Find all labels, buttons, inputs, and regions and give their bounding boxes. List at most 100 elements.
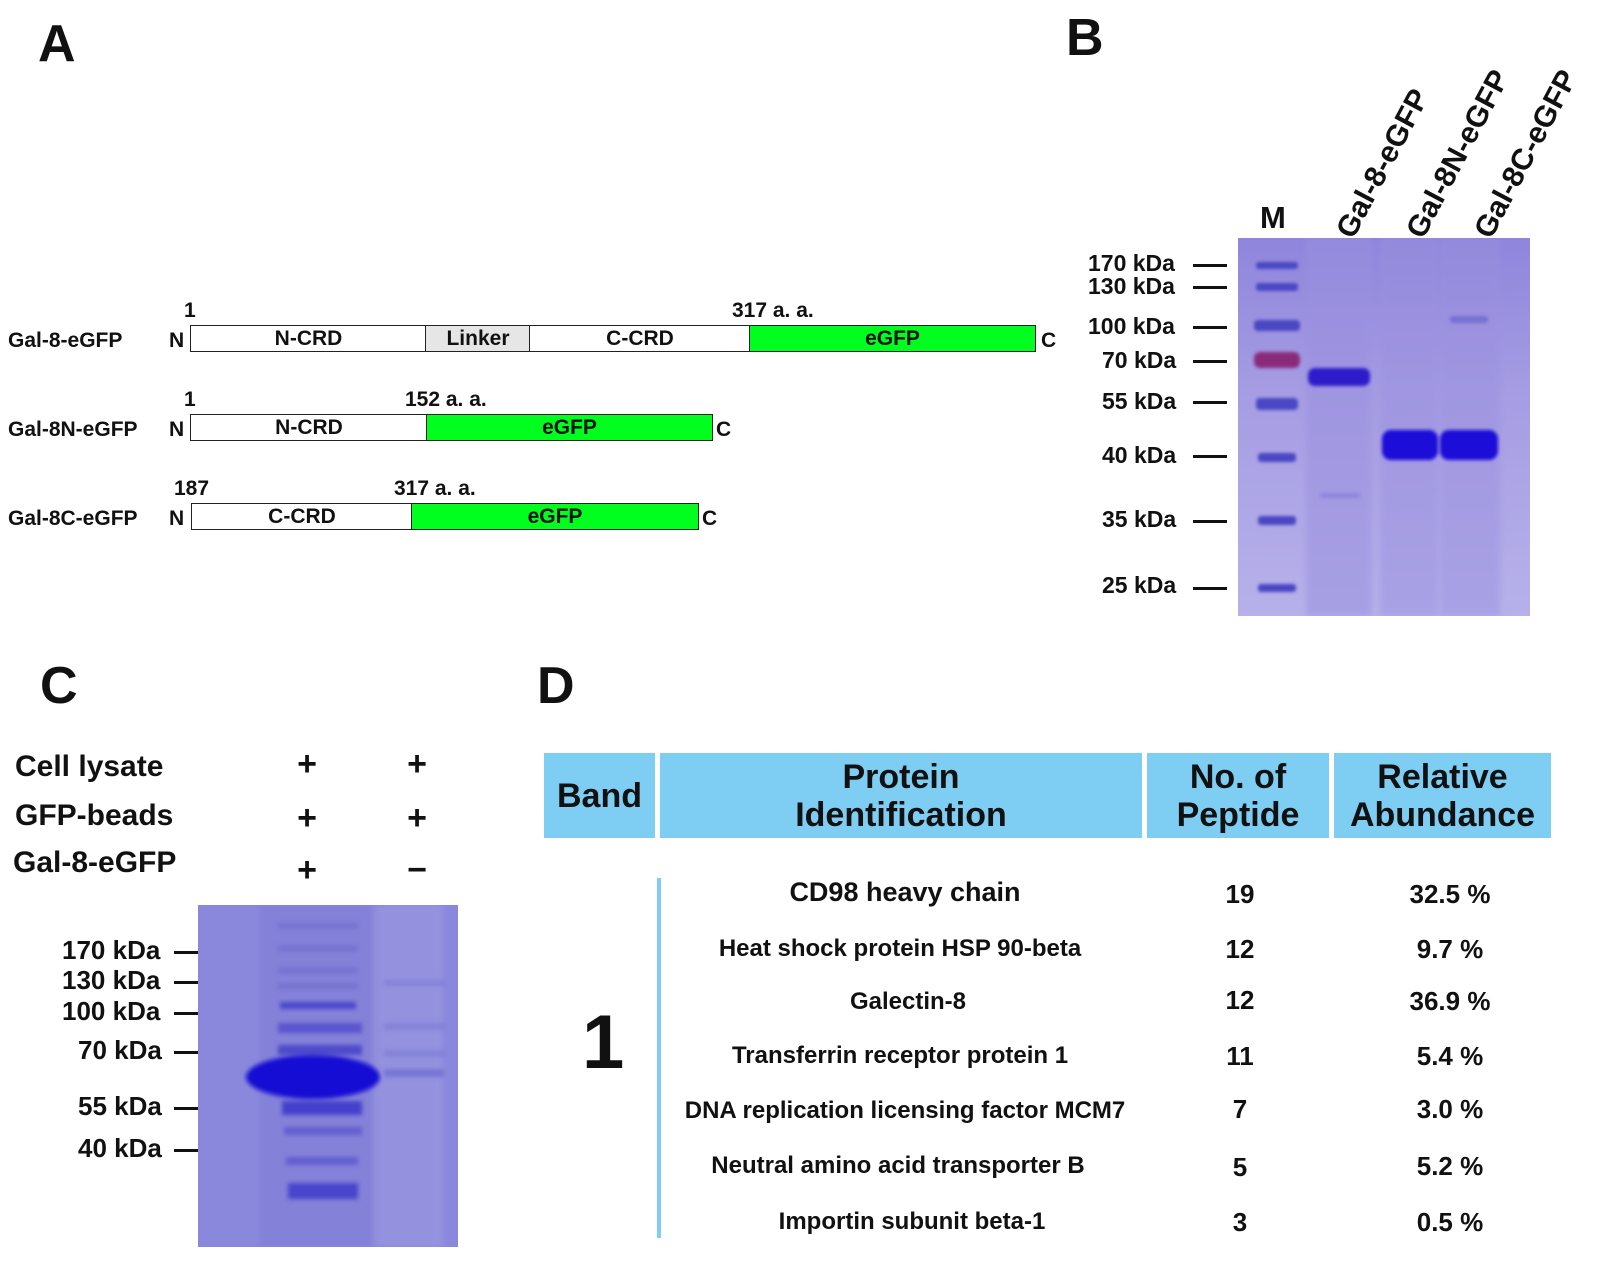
mw-label: 100 kDa: [62, 996, 161, 1026]
domain-c-crd: C-CRD: [191, 503, 413, 530]
mw-tick: [1193, 360, 1227, 363]
mw-tick: [174, 1051, 198, 1054]
domain-egfp: eGFP: [411, 503, 699, 530]
condition-sign: +: [407, 799, 427, 837]
condition-sign: +: [297, 745, 317, 783]
mw-tick: [1193, 286, 1227, 289]
c-terminus-label: C: [702, 507, 718, 530]
band-number: 1: [582, 1000, 625, 1085]
mw-label: 70 kDa: [78, 1035, 162, 1065]
protein-name: Transferrin receptor protein 1: [731, 1042, 1069, 1069]
mw-tick: [1193, 401, 1227, 404]
protein-name: Importin subunit beta-1: [778, 1208, 1046, 1235]
panel-c-letter: C: [40, 657, 78, 715]
mw-label: 40 kDa: [1102, 442, 1177, 468]
mw-tick: [174, 1107, 198, 1110]
mw-tick: [174, 1149, 198, 1152]
relative-abundance: 5.2 %: [1416, 1151, 1484, 1181]
relative-abundance: 9.7 %: [1416, 934, 1484, 964]
header-protein-line2: Identification: [795, 795, 1007, 834]
gel-image-b: [1238, 238, 1530, 616]
construct-name: Gal-8C-eGFP: [8, 507, 138, 530]
domain-egfp: eGFP: [749, 325, 1036, 352]
header-peptide: No. of Peptide: [1147, 753, 1329, 838]
condition-label: Gal-8-eGFP: [13, 846, 177, 879]
start-position-label: 1: [184, 388, 196, 411]
peptide-count: 7: [1232, 1094, 1248, 1124]
end-position-label: 152 a. a.: [405, 388, 487, 411]
mw-tick: [1193, 326, 1227, 329]
protein-name: CD98 heavy chain: [789, 877, 1021, 907]
condition-sign: +: [407, 745, 427, 783]
mw-label: 55 kDa: [78, 1091, 162, 1121]
domain-linker: Linker: [425, 325, 531, 352]
protein-name: DNA replication licensing factor MCM7: [684, 1097, 1126, 1124]
start-position-label: 1: [184, 299, 196, 322]
header-protein: Protein Identification: [660, 753, 1142, 838]
mw-label: 130 kDa: [62, 965, 161, 995]
mw-label: 70 kDa: [1102, 347, 1177, 373]
mw-tick: [1193, 520, 1227, 523]
panel-b-letter: B: [1066, 9, 1104, 67]
construct-name: Gal-8-eGFP: [8, 329, 123, 352]
condition-sign: +: [297, 851, 317, 889]
condition-label: GFP-beads: [15, 799, 174, 832]
panel-a-letter: A: [38, 15, 76, 73]
n-terminus-label: N: [169, 329, 185, 352]
n-terminus-label: N: [169, 418, 185, 441]
domain-n-crd: N-CRD: [190, 325, 427, 352]
start-position-label: 187: [174, 477, 210, 500]
mw-label: 170 kDa: [1088, 250, 1175, 276]
peptide-count: 19: [1225, 879, 1255, 909]
header-abundance-line2: Abundance: [1349, 795, 1536, 834]
condition-sign: −: [407, 851, 427, 889]
c-terminus-label: C: [1041, 329, 1057, 352]
mw-label: 35 kDa: [1102, 506, 1177, 532]
header-abundance-line1: Relative: [1377, 757, 1508, 796]
header-peptide-line2: Peptide: [1176, 795, 1300, 834]
mw-label: 100 kDa: [1088, 313, 1175, 339]
protein-name: Galectin-8: [849, 988, 967, 1015]
mw-tick: [1193, 587, 1227, 590]
header-peptide-line1: No. of: [1189, 757, 1287, 796]
mw-tick: [1193, 455, 1227, 458]
band-divider: [657, 878, 661, 1238]
end-position-label: 317 a. a.: [732, 299, 814, 322]
header-band-text: Band: [557, 776, 642, 815]
mw-label: 40 kDa: [78, 1133, 162, 1163]
c-terminus-label: C: [716, 418, 732, 441]
relative-abundance: 3.0 %: [1416, 1094, 1484, 1124]
relative-abundance: 36.9 %: [1409, 986, 1491, 1016]
panel-d-letter: D: [537, 657, 575, 715]
protein-name: Heat shock protein HSP 90-beta: [718, 935, 1082, 962]
n-terminus-label: N: [169, 507, 185, 530]
header-band: Band: [544, 753, 655, 838]
peptide-count: 11: [1226, 1041, 1254, 1071]
mw-label: 170 kDa: [62, 935, 161, 965]
header-abundance: Relative Abundance: [1334, 753, 1551, 838]
protein-name: Neutral amino acid transporter B: [711, 1152, 1085, 1179]
peptide-count: 5: [1232, 1152, 1248, 1182]
domain-n-crd: N-CRD: [190, 414, 428, 441]
peptide-count: 3: [1232, 1207, 1248, 1237]
relative-abundance: 0.5 %: [1416, 1207, 1484, 1237]
relative-abundance: 5.4 %: [1416, 1041, 1484, 1071]
peptide-count: 12: [1225, 934, 1255, 964]
construct-name: Gal-8N-eGFP: [8, 418, 138, 441]
mw-tick: [174, 1012, 198, 1015]
mw-label: 130 kDa: [1088, 273, 1175, 299]
mw-label: 25 kDa: [1102, 572, 1177, 598]
mw-tick: [174, 981, 198, 984]
gel-image-c: [198, 905, 458, 1247]
peptide-count: 12: [1225, 985, 1255, 1015]
lane-label-marker: M: [1260, 200, 1286, 235]
header-protein-line1: Protein: [842, 757, 960, 796]
domain-egfp: eGFP: [426, 414, 713, 441]
mw-label: 55 kDa: [1102, 388, 1177, 414]
relative-abundance: 32.5 %: [1409, 879, 1491, 909]
mw-tick: [1193, 264, 1227, 267]
end-position-label: 317 a. a.: [394, 477, 476, 500]
condition-sign: +: [297, 799, 317, 837]
domain-c-crd: C-CRD: [529, 325, 751, 352]
condition-label: Cell lysate: [15, 750, 164, 783]
